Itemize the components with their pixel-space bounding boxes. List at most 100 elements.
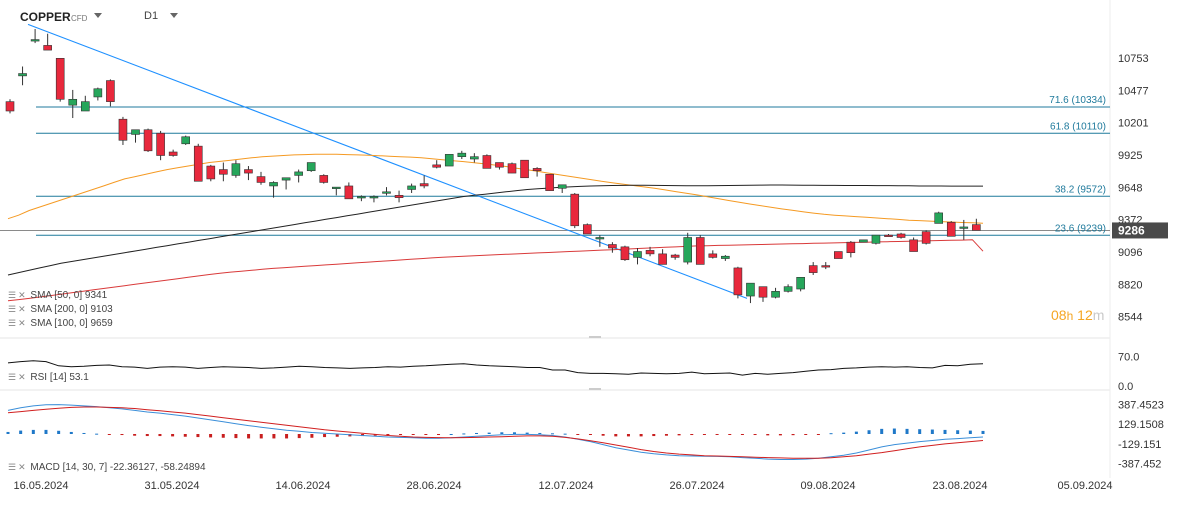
sma100-line[interactable]	[7, 239, 984, 302]
candle-body[interactable]	[557, 184, 567, 189]
candle-body[interactable]	[608, 244, 617, 249]
candle-body[interactable]	[545, 173, 554, 191]
candle-body[interactable]	[168, 151, 178, 156]
candle-body[interactable]	[55, 58, 65, 100]
candle-body[interactable]	[708, 253, 718, 258]
candle-body[interactable]	[683, 237, 693, 263]
pane-resize-handle[interactable]	[589, 336, 601, 338]
candle-body[interactable]	[595, 237, 605, 240]
candle-body[interactable]	[645, 250, 655, 255]
candle-body[interactable]	[344, 185, 354, 200]
candle-body[interactable]	[81, 101, 90, 112]
candle-body[interactable]	[382, 191, 391, 194]
candle-body[interactable]	[306, 162, 316, 172]
candle-body[interactable]	[833, 251, 843, 259]
candle-body[interactable]	[244, 169, 253, 174]
candle-body[interactable]	[118, 118, 128, 141]
sma200-line[interactable]	[7, 184, 983, 276]
candle-body[interactable]	[758, 286, 768, 298]
symbol-chevron-down-icon[interactable]	[94, 13, 102, 18]
candle-body[interactable]	[256, 176, 266, 183]
settings-icon[interactable]: ☰	[8, 372, 17, 382]
candle-body[interactable]	[331, 186, 341, 189]
settings-icon[interactable]: ☰	[8, 462, 17, 472]
settings-icon[interactable]: ☰	[8, 290, 17, 300]
candle-body[interactable]	[582, 224, 592, 235]
candle-body[interactable]	[946, 221, 956, 237]
candle-body[interactable]	[771, 291, 780, 298]
candle-body[interactable]	[93, 88, 103, 98]
candle-body[interactable]	[507, 163, 517, 174]
candle-body[interactable]	[658, 253, 667, 265]
candle-body[interactable]	[670, 254, 680, 258]
candle-body[interactable]	[972, 224, 981, 231]
candle-body[interactable]	[444, 154, 454, 167]
candle-body[interactable]	[106, 80, 115, 102]
candle-body[interactable]	[219, 169, 228, 175]
candle-body[interactable]	[193, 145, 203, 182]
timeframe-chevron-down-icon[interactable]	[170, 13, 178, 18]
candle-body[interactable]	[909, 239, 918, 252]
candle-body[interactable]	[620, 246, 630, 261]
candle-body[interactable]	[457, 152, 467, 157]
candle-body[interactable]	[495, 162, 504, 168]
legend-rsi[interactable]: ☰ ✕ RSI [14] 53.1	[8, 372, 89, 383]
candle-body[interactable]	[319, 175, 329, 183]
candle-body[interactable]	[281, 177, 291, 181]
candle-body[interactable]	[808, 265, 818, 273]
candle-body[interactable]	[432, 164, 442, 168]
candle-body[interactable]	[859, 239, 868, 243]
candle-body[interactable]	[407, 185, 416, 190]
candle-body[interactable]	[896, 233, 906, 238]
candle-body[interactable]	[532, 168, 542, 172]
close-icon[interactable]: ✕	[18, 290, 26, 300]
close-icon[interactable]: ✕	[18, 304, 26, 314]
close-icon[interactable]: ✕	[18, 372, 26, 382]
timeframe-label[interactable]: D1	[144, 10, 159, 22]
close-icon[interactable]: ✕	[18, 318, 26, 328]
candle-body[interactable]	[695, 237, 705, 265]
legend-macd[interactable]: ☰ ✕ MACD [14, 30, 7] -22.36127, -58.24894	[8, 462, 206, 473]
candle-body[interactable]	[419, 183, 429, 187]
candle-body[interactable]	[633, 251, 642, 258]
candle-body[interactable]	[871, 234, 881, 244]
candle-body[interactable]	[796, 277, 805, 290]
candle-body[interactable]	[746, 282, 755, 297]
macd-line[interactable]	[7, 404, 984, 460]
legend-sma50[interactable]: ☰ ✕ SMA [50, 0] 9341	[8, 290, 107, 301]
candle-body[interactable]	[570, 193, 580, 227]
candle-body[interactable]	[921, 231, 931, 244]
candle-body[interactable]	[934, 212, 944, 224]
candle-body[interactable]	[294, 171, 303, 176]
candle-body[interactable]	[821, 265, 831, 268]
candle-body[interactable]	[884, 234, 893, 237]
candle-body[interactable]	[783, 286, 793, 292]
settings-icon[interactable]: ☰	[8, 318, 17, 328]
legend-sma100[interactable]: ☰ ✕ SMA [100, 0] 9659	[8, 318, 113, 329]
candle-body[interactable]	[18, 73, 27, 77]
candle-body[interactable]	[733, 267, 743, 296]
legend-sma200[interactable]: ☰ ✕ SMA [200, 0] 9103	[8, 304, 113, 315]
candle-body[interactable]	[231, 163, 241, 176]
candle-body[interactable]	[482, 155, 492, 169]
candle-body[interactable]	[520, 159, 529, 179]
candle-body[interactable]	[206, 165, 216, 180]
rsi-line[interactable]	[7, 360, 984, 376]
candle-body[interactable]	[470, 156, 479, 160]
candle-body[interactable]	[43, 45, 52, 51]
candle-body[interactable]	[369, 196, 379, 199]
candle-body[interactable]	[5, 101, 15, 112]
pane-resize-handle[interactable]	[589, 388, 601, 390]
symbol-label[interactable]: COPPER	[20, 10, 71, 24]
candle-body[interactable]	[269, 182, 278, 187]
close-icon[interactable]: ✕	[18, 462, 26, 472]
candle-body[interactable]	[143, 129, 153, 152]
macd-signal-line[interactable]	[7, 406, 984, 459]
candle-body[interactable]	[846, 241, 856, 254]
candle-body[interactable]	[30, 39, 40, 42]
candle-body[interactable]	[357, 196, 366, 199]
candle-body[interactable]	[721, 255, 730, 259]
candle-body[interactable]	[394, 195, 404, 198]
